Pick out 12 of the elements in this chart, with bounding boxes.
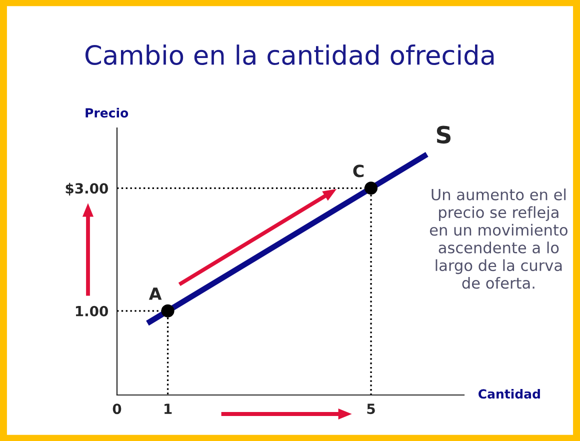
annotation: Un aumento en el precio se refleja en un movimiento ascendente a lo largo de la curva de oferta. (430, 188, 568, 289)
chart-title: Cambio en la cantidad ofrecida (85, 44, 494, 65)
y-tick-label: $3.00 (66, 182, 108, 196)
annotation: A (148, 288, 162, 300)
x-tick-label: 0 (112, 404, 122, 414)
series-label: S (436, 126, 451, 144)
x-tick-label: 5 (367, 404, 375, 414)
y-axis-title: Precio (86, 108, 128, 118)
annotation: C (353, 164, 364, 178)
x-axis-title: Cantidad (478, 388, 540, 399)
y-tick-label: 1.00 (76, 306, 108, 316)
x-tick-label: 1 (164, 404, 172, 414)
